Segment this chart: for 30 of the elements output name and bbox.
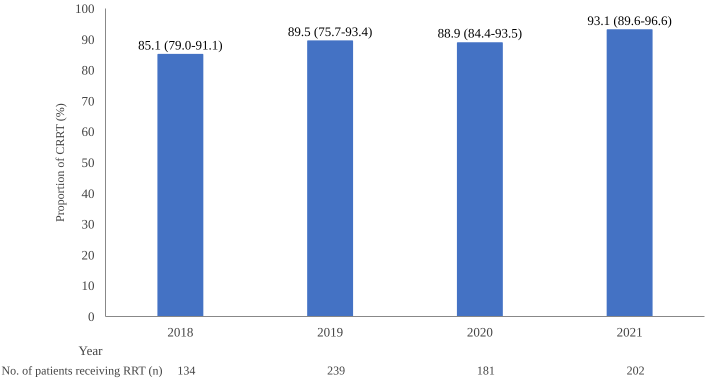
- y-tick-label: 100: [75, 1, 94, 16]
- y-axis-title: Proportion of CRRT (%): [53, 103, 67, 222]
- bar: [157, 54, 204, 316]
- y-tick-label: 70: [82, 93, 94, 108]
- x-tick-label: 2019: [317, 324, 344, 340]
- y-tick-label: 40: [82, 186, 94, 201]
- text: 239: [327, 364, 346, 378]
- y-tick-label: 30: [82, 216, 94, 232]
- y-tick-label: 60: [82, 124, 94, 140]
- y-tick-label: 50: [82, 155, 94, 170]
- text: No. of patients receiving RRT (n): [2, 364, 163, 378]
- y-tick-label: 20: [82, 247, 94, 262]
- x-tick-label: 2020: [466, 324, 493, 340]
- data-label: 89.5 (75.7-93.4): [288, 24, 372, 39]
- data-label: 85.1 (79.0-91.1): [138, 37, 223, 52]
- x-tick-label: 2018: [167, 324, 194, 340]
- text: 181: [476, 364, 495, 378]
- data-label: 88.9 (84.4-93.5): [438, 26, 522, 41]
- y-tick-label: 0: [88, 309, 94, 324]
- y-tick-label: 10: [82, 278, 94, 294]
- bar: [307, 40, 354, 316]
- text: 202: [626, 364, 645, 378]
- y-tick-label: 90: [82, 32, 94, 47]
- bar: [606, 29, 653, 316]
- text: 134: [177, 364, 196, 378]
- data-label: 93.1 (89.6-96.6): [587, 12, 672, 28]
- x-tick-label: 2021: [616, 324, 643, 340]
- x-axis-title: Year: [78, 343, 104, 358]
- y-tick-label: 80: [82, 62, 94, 78]
- bar: [456, 42, 503, 316]
